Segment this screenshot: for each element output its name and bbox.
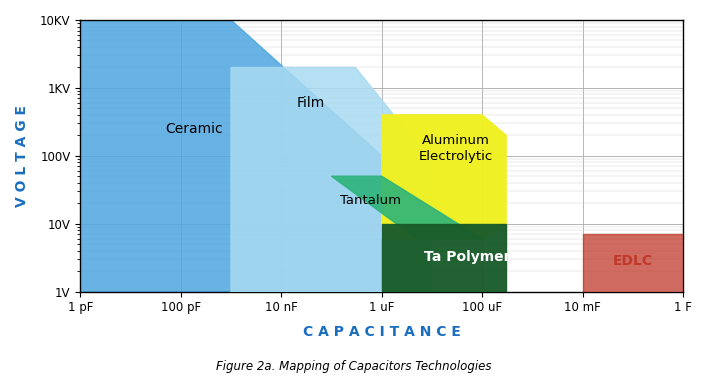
Text: Film: Film	[296, 96, 325, 110]
Text: Figure 2a. Mapping of Capacitors Technologies: Figure 2a. Mapping of Capacitors Technol…	[216, 360, 491, 373]
Polygon shape	[81, 20, 382, 291]
Text: Aluminum
Electrolytic: Aluminum Electrolytic	[419, 133, 493, 162]
X-axis label: C A P A C I T A N C E: C A P A C I T A N C E	[303, 325, 461, 339]
Text: EDLC: EDLC	[613, 254, 653, 268]
Polygon shape	[231, 67, 432, 291]
Polygon shape	[382, 115, 506, 239]
Y-axis label: V O L T A G E: V O L T A G E	[15, 105, 29, 207]
Text: Ta Polymer: Ta Polymer	[423, 250, 510, 264]
Text: Ceramic: Ceramic	[165, 122, 223, 136]
Polygon shape	[382, 224, 506, 291]
Polygon shape	[583, 234, 683, 291]
Text: Tantalum: Tantalum	[340, 194, 402, 207]
Polygon shape	[332, 176, 482, 239]
